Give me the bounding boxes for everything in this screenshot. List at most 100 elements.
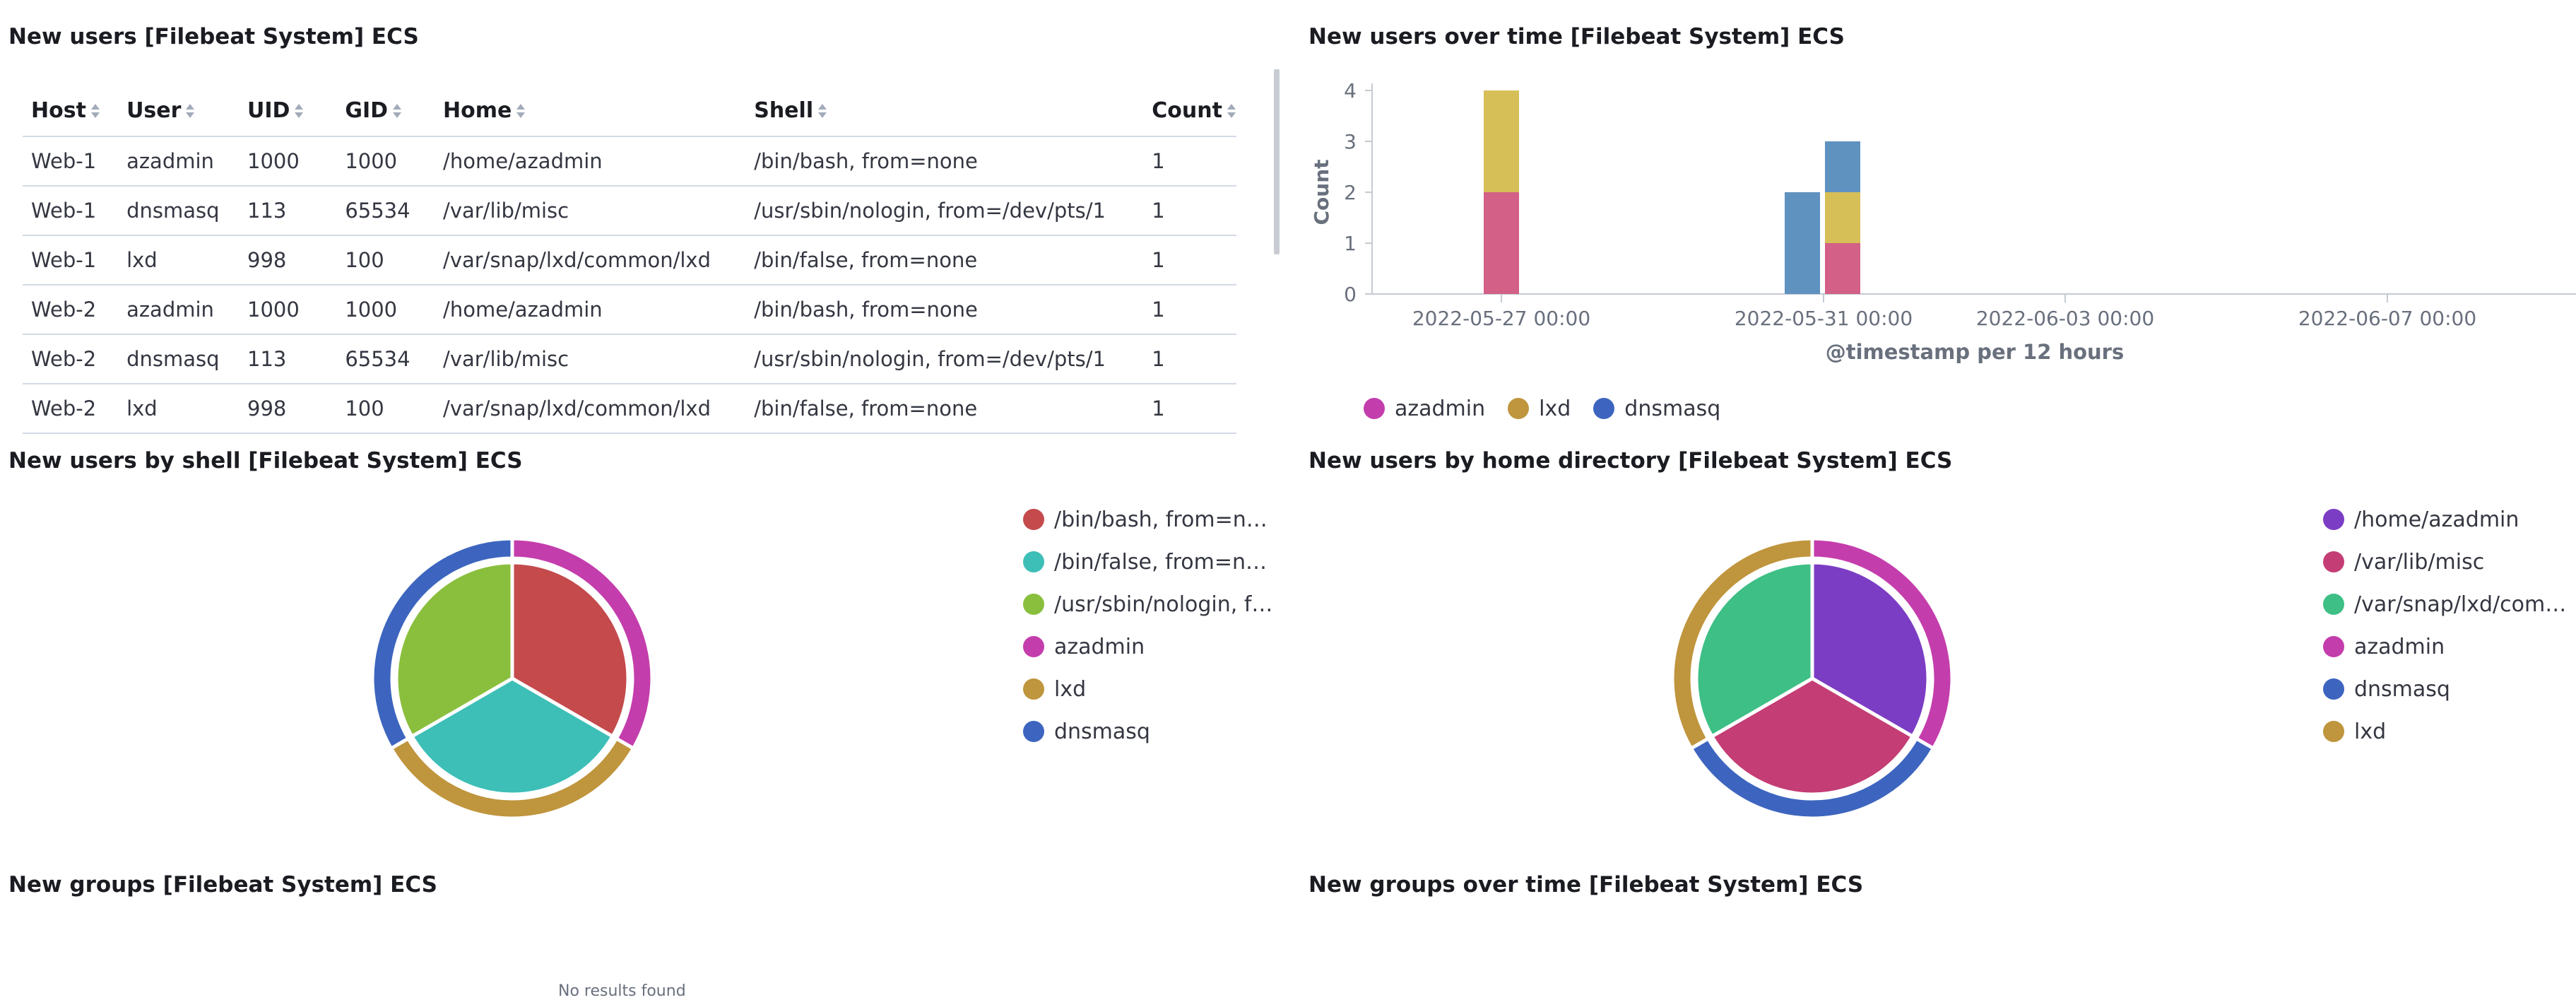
- legend-item-var-lib-misc[interactable]: /var/lib/misc: [2323, 541, 2570, 583]
- cell-home: /var/snap/lxd/common/lxd: [435, 384, 746, 434]
- sort-icon[interactable]: [90, 102, 100, 119]
- sort-icon[interactable]: [516, 102, 526, 119]
- x-tick-label: 2022-06-07 00:00: [2298, 307, 2476, 330]
- legend-item-bin-bash[interactable]: /bin/bash, from=none: [1023, 498, 1277, 541]
- outer-slice-lxd[interactable]: [1670, 536, 1814, 751]
- legend-item-lxd[interactable]: lxd: [1508, 387, 1571, 430]
- inner-slice--bin-false-from-none[interactable]: [409, 676, 615, 796]
- inner-slice--var-snap-lxd-comm-[interactable]: [1694, 560, 1814, 739]
- cell-shell: /usr/sbin/nologin, from=/dev/pts/1: [745, 186, 1144, 236]
- column-header-home[interactable]: Home: [435, 85, 746, 137]
- bar-dnsmasq[interactable]: [1785, 192, 1820, 294]
- bar-azadmin[interactable]: [1484, 192, 1519, 294]
- bar-lxd[interactable]: [1825, 192, 1860, 243]
- cell-host: Web-1: [23, 186, 119, 236]
- x-tick-label: 2022-05-31 00:00: [1735, 307, 1913, 330]
- cell-user: dnsmasq: [118, 186, 240, 236]
- column-header-gid[interactable]: GID: [336, 85, 435, 137]
- cell-gid: 65534: [336, 334, 435, 384]
- legend-item-azadmin[interactable]: azadmin: [2323, 625, 2570, 668]
- legend-item-lxd[interactable]: lxd: [2323, 710, 2570, 753]
- cell-home: /var/lib/misc: [435, 334, 746, 384]
- legend-dot-icon: [2323, 678, 2344, 700]
- panel-title-users-by-shell: New users by shell [Filebeat System] ECS: [8, 448, 523, 473]
- legend-item-dnsmasq[interactable]: dnsmasq: [1023, 710, 1277, 753]
- home-legend: /home/azadmin /var/lib/misc /var/snap/lx…: [2323, 498, 2570, 753]
- cell-uid: 113: [239, 334, 337, 384]
- cell-user: azadmin: [118, 136, 240, 187]
- cell-user: lxd: [118, 384, 240, 434]
- column-header-uid[interactable]: UID: [239, 85, 337, 137]
- inner-slice--var-lib-misc[interactable]: [1709, 676, 1915, 796]
- cell-home: /var/lib/misc: [435, 186, 746, 236]
- cell-count: 1: [1143, 384, 1236, 434]
- cell-gid: 100: [336, 384, 435, 434]
- cell-count: 1: [1143, 334, 1236, 384]
- sort-icon[interactable]: [185, 102, 195, 119]
- legend-item-bin-false[interactable]: /bin/false, from=none: [1023, 541, 1277, 583]
- cell-count: 1: [1143, 285, 1236, 335]
- legend-item-dnsmasq[interactable]: dnsmasq: [2323, 668, 2570, 710]
- cell-count: 1: [1143, 235, 1236, 286]
- x-axis-label: @timestamp per 12 hours: [1826, 340, 2125, 364]
- bar-dnsmasq[interactable]: [1825, 141, 1860, 192]
- column-header-user[interactable]: User: [118, 85, 240, 137]
- inner-slice--home-azadmin[interactable]: [1810, 560, 1930, 739]
- legend-item-lxd[interactable]: lxd: [1023, 668, 1277, 710]
- y-axis-label: Count: [1310, 159, 1333, 225]
- cell-uid: 998: [239, 235, 337, 286]
- sort-icon[interactable]: [817, 102, 827, 119]
- cell-user: lxd: [118, 235, 240, 286]
- column-header-host[interactable]: Host: [23, 85, 119, 137]
- legend-dot-icon: [2323, 551, 2344, 572]
- cell-uid: 1000: [239, 285, 337, 335]
- cell-shell: /bin/bash, from=none: [745, 285, 1144, 335]
- cell-home: /home/azadmin: [435, 136, 746, 187]
- table-scrollbar[interactable]: [1274, 69, 1280, 254]
- cell-count: 1: [1143, 136, 1236, 187]
- legend-item-azadmin[interactable]: azadmin: [1364, 387, 1485, 430]
- y-tick-label: 0: [1344, 283, 1357, 306]
- legend-item-var-snap-lxd[interactable]: /var/snap/lxd/comm...: [2323, 583, 2570, 625]
- cell-uid: 998: [239, 384, 337, 434]
- legend-dot-icon: [1023, 678, 1044, 700]
- inner-slice--bin-bash-from-none[interactable]: [510, 560, 630, 739]
- legend-dot-icon: [2323, 721, 2344, 742]
- legend-dot-icon: [2323, 636, 2344, 657]
- cell-gid: 65534: [336, 186, 435, 236]
- panel-title-new-groups: New groups [Filebeat System] ECS: [8, 872, 437, 898]
- cell-shell: /bin/bash, from=none: [745, 136, 1144, 187]
- legend-item-dnsmasq[interactable]: dnsmasq: [1593, 387, 1720, 430]
- bar-chart-legend: azadmin lxd dnsmasq: [1364, 387, 1743, 430]
- bar-azadmin[interactable]: [1825, 243, 1860, 294]
- users-by-home-chart: [1670, 536, 1954, 820]
- x-tick-label: 2022-06-03 00:00: [1976, 307, 2154, 330]
- legend-dot-icon: [2323, 509, 2344, 530]
- legend-item-azadmin[interactable]: azadmin: [1023, 625, 1277, 668]
- cell-shell: /bin/false, from=none: [745, 235, 1144, 286]
- cell-shell: /usr/sbin/nologin, from=/dev/pts/1: [745, 334, 1144, 384]
- cell-home: /var/snap/lxd/common/lxd: [435, 235, 746, 286]
- column-header-count[interactable]: Count: [1143, 85, 1236, 137]
- column-header-shell[interactable]: Shell: [745, 85, 1144, 137]
- panel-title-groups-over-time: New groups over time [Filebeat System] E…: [1308, 872, 1864, 898]
- panel-title-new-users: New users [Filebeat System] ECS: [8, 24, 419, 49]
- cell-user: azadmin: [118, 285, 240, 335]
- x-tick-label: 2022-05-27 00:00: [1412, 307, 1590, 330]
- sort-icon[interactable]: [392, 102, 402, 119]
- legend-dot-icon: [1023, 551, 1044, 572]
- cell-host: Web-2: [23, 285, 119, 335]
- sort-icon[interactable]: [1227, 102, 1236, 119]
- inner-slice--usr-sbin-nologin-fr-[interactable]: [394, 560, 514, 739]
- legend-item-nologin[interactable]: /usr/sbin/nologin, fr...: [1023, 583, 1277, 625]
- outer-slice-dnsmasq[interactable]: [370, 536, 514, 751]
- cell-uid: 113: [239, 186, 337, 236]
- sort-icon[interactable]: [294, 102, 304, 119]
- users-over-time-chart: 0 1 2 3 4 2022-05-27 00:00 2022-05-31 00:00 202…: [1310, 79, 2576, 364]
- legend-item-home-azadmin[interactable]: /home/azadmin: [2323, 498, 2570, 541]
- table-row: Web-2 dnsmasq 113 65534 /var/lib/misc /u…: [23, 334, 1236, 384]
- users-by-shell-chart: [370, 536, 654, 820]
- bar-lxd[interactable]: [1484, 90, 1519, 192]
- legend-dot-icon: [1023, 509, 1044, 530]
- table-row: Web-1 azadmin 1000 1000 /home/azadmin /b…: [23, 136, 1236, 187]
